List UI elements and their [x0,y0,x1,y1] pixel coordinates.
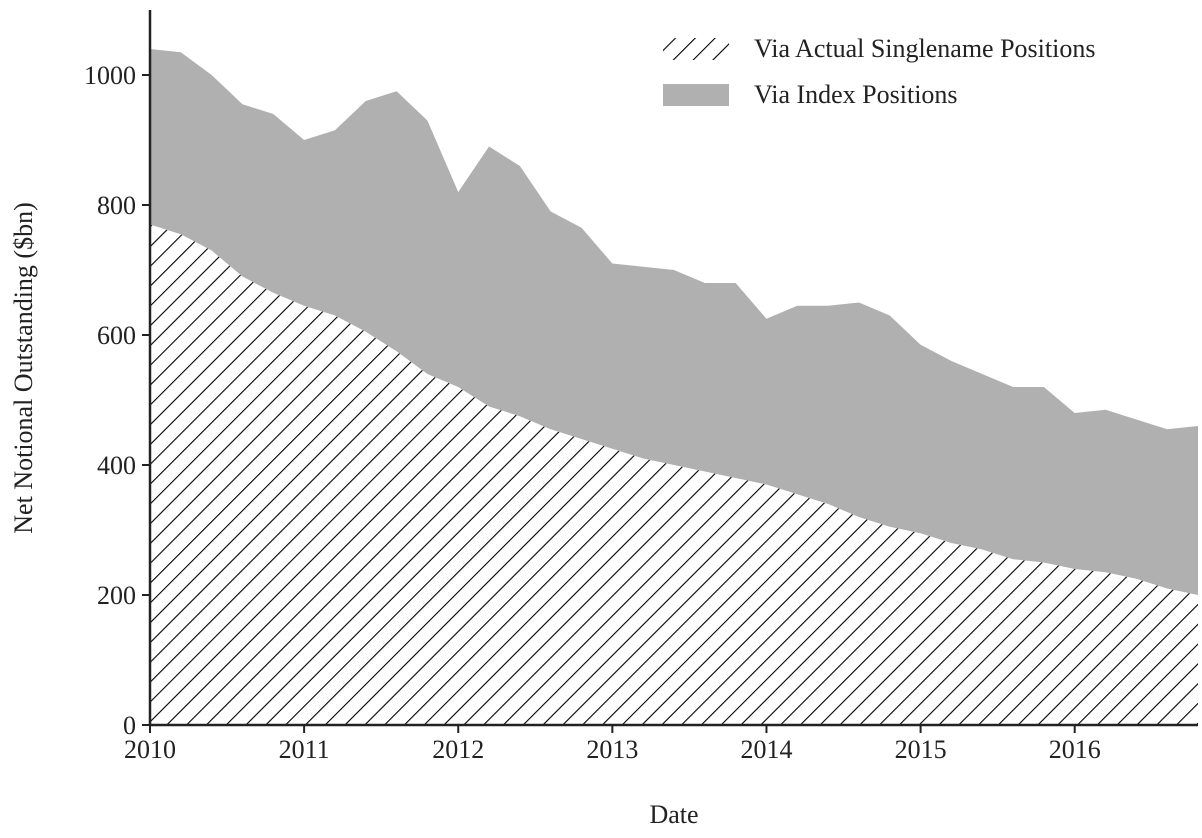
x-tick-label: 2012 [432,735,484,764]
area [150,49,1198,595]
y-tick-label: 1000 [84,61,136,90]
y-axis-label: Net Notional Outstanding ($bn) [9,202,38,533]
x-tick-label: 2010 [124,735,176,764]
x-tick-label: 2015 [895,735,947,764]
legend-label: Via Index Positions [754,80,958,109]
legend-swatch [663,84,729,106]
area [150,224,1198,725]
y-tick-label: 0 [123,711,136,740]
x-tick-label: 2016 [1049,735,1101,764]
y-tick-label: 200 [97,581,136,610]
x-tick-label: 2011 [279,735,330,764]
y-tick-label: 400 [97,451,136,480]
x-tick-label: 2013 [586,735,638,764]
legend-label: Via Actual Singlename Positions [754,34,1095,63]
y-tick-label: 800 [97,191,136,220]
x-axis-label: Date [649,800,698,829]
legend-swatch [663,38,729,60]
y-tick-label: 600 [97,321,136,350]
x-tick-label: 2014 [740,735,792,764]
